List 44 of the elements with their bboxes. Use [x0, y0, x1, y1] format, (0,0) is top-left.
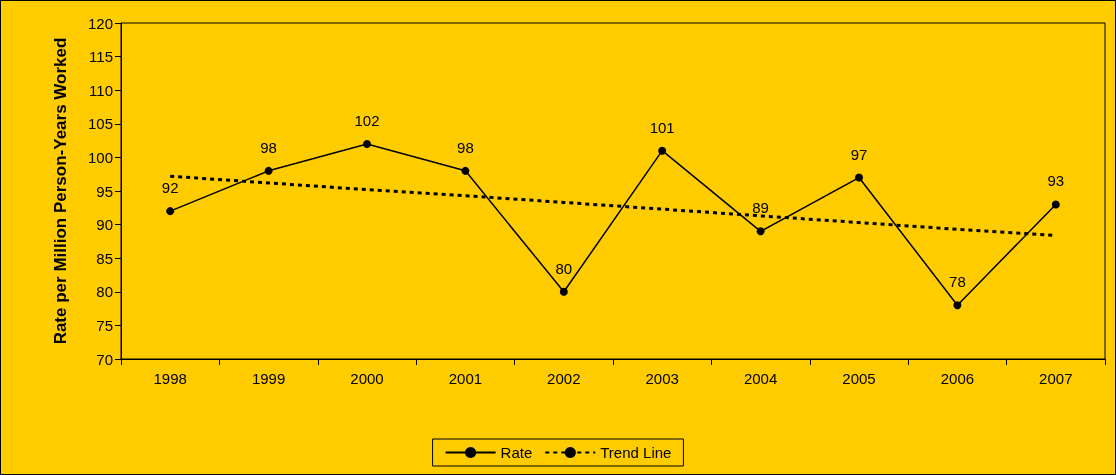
y-tick-label: 85 [96, 249, 113, 267]
x-tick-label: 2003 [645, 370, 679, 387]
y-tick-label: 110 [89, 81, 113, 99]
y-axis-title: Rate per Million Person-Years Worked [51, 37, 70, 345]
x-tick-label: 1998 [153, 370, 187, 387]
data-label: 97 [850, 145, 868, 163]
x-tick-label: 2007 [1039, 370, 1073, 387]
point [855, 173, 863, 182]
data-label: 102 [354, 111, 380, 129]
point [461, 166, 470, 175]
y-tick-label: 120 [87, 14, 113, 32]
point [756, 227, 765, 236]
data-label: 80 [555, 259, 573, 277]
x-tick-label: 2005 [842, 370, 876, 387]
x-tick-label: 2002 [547, 370, 581, 387]
y-tick-label: 70 [96, 350, 113, 368]
y-tick-label: 115 [89, 48, 113, 66]
point [264, 166, 273, 175]
point [1051, 200, 1060, 209]
y-tick-label: 90 [96, 216, 113, 234]
point [363, 139, 371, 148]
point [166, 207, 175, 216]
data-label: 89 [752, 199, 769, 217]
y-tick-label: 100 [87, 148, 113, 166]
y-tick-label: 105 [87, 115, 113, 133]
data-label: 78 [949, 273, 966, 291]
point [953, 301, 962, 310]
y-tick-label: 75 [96, 316, 113, 334]
legend-label: Rate [500, 444, 533, 461]
point [658, 146, 667, 155]
data-label: 98 [260, 138, 277, 156]
x-tick-label: 2006 [940, 370, 975, 387]
data-label: 93 [1047, 172, 1065, 190]
x-tick-label: 2001 [448, 370, 483, 387]
x-tick-label: 1999 [251, 370, 286, 387]
x-tick-label: 2000 [350, 370, 384, 387]
data-label: 92 [161, 179, 179, 197]
x-tick-label: 2004 [743, 370, 778, 387]
legend-label: Trend Line [600, 444, 672, 461]
y-tick-label: 80 [96, 283, 113, 301]
data-label: 101 [649, 118, 675, 136]
y-tick-label: 95 [96, 182, 113, 200]
data-label: 98 [457, 138, 474, 156]
point [559, 287, 568, 296]
